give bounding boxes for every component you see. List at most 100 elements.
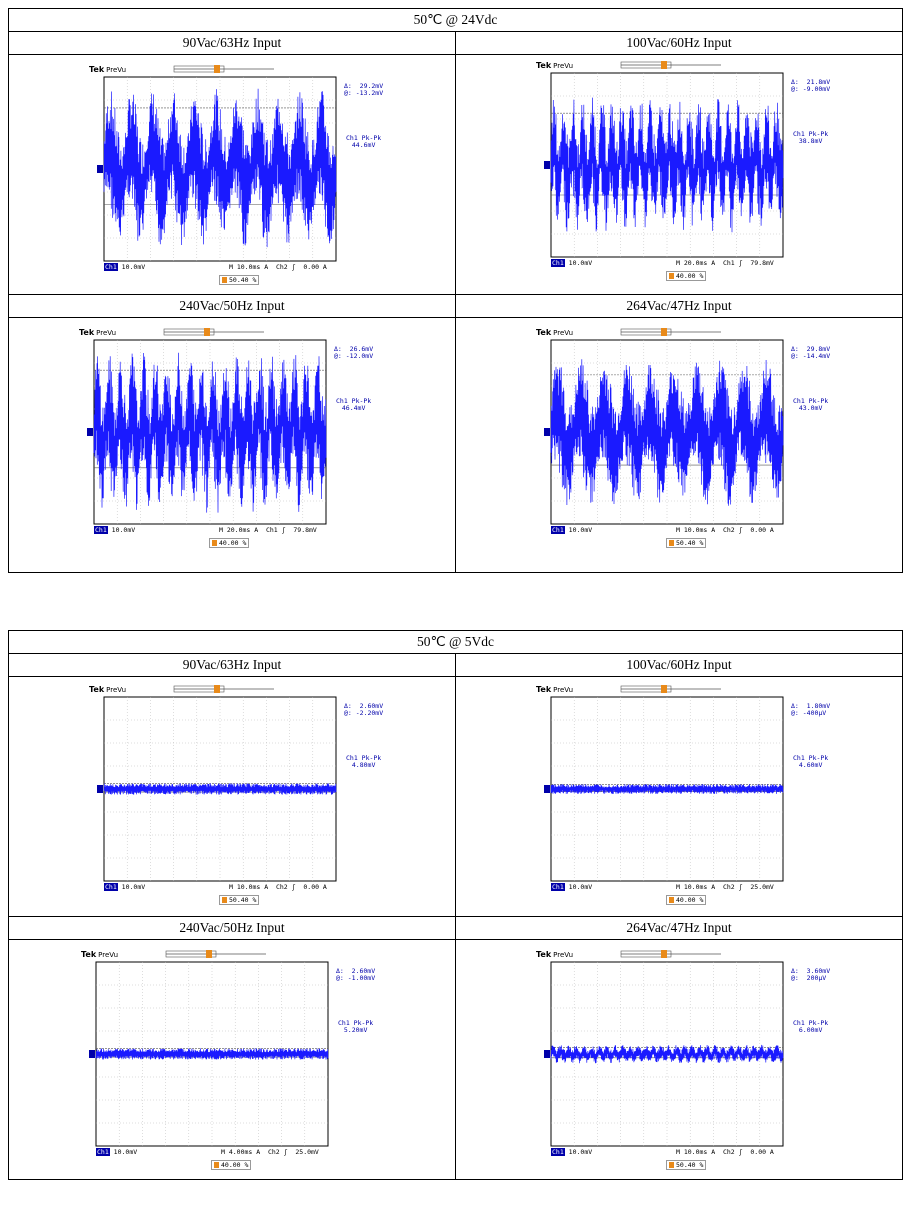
scope-status-bar: Ch1 10.0mV M 20.0ms A Ch1 ʃ 79.8mV: [551, 259, 783, 267]
timebase-trigger: M 4.00ms A Ch2 ʃ 25.0mV: [221, 1148, 319, 1156]
oscilloscope-capture: Tek PreVu Δ: 29.2mV @: -13.2mV Ch1 Pk-Pk 44.6…: [89, 63, 419, 303]
at-readout: @: -14.4mV: [791, 352, 831, 360]
oscilloscope-capture: Tek PreVu Δ: 3.60mV @: 200μV Ch1 Pk-Pk 6.00mV…: [536, 948, 866, 1188]
pk-pk-value: 4.80mV: [351, 761, 376, 769]
pk-pk-value: 6.00mV: [798, 1026, 823, 1034]
trigger-percent-value: 40.00 %: [221, 1161, 249, 1169]
record-window: [620, 950, 672, 958]
scope-brand: Tek PreVu: [89, 685, 126, 694]
scope-display: [550, 950, 784, 1147]
scope-cell: Tek PreVu Δ: 29.8mV @: -14.4mV Ch1 Pk-Pk 43.0…: [455, 317, 903, 573]
timebase-trigger: M 10.0ms A Ch2 ʃ 0.00 A: [676, 1148, 774, 1156]
ch1-scale: 10.0mV: [564, 1148, 593, 1156]
cell-label: 264Vac/47Hz Input: [455, 916, 903, 940]
scope-status-bar: Ch1 10.0mV M 10.0ms A Ch2 ʃ 0.00 A: [104, 883, 336, 891]
ch1-badge: Ch1: [551, 526, 565, 534]
timebase-trigger: M 10.0ms A Ch2 ʃ 0.00 A: [676, 526, 774, 534]
scope-brand: Tek PreVu: [536, 950, 573, 959]
timebase-value: M 4.00ms: [221, 1148, 257, 1156]
scope-display: [550, 685, 784, 882]
delta-readout: Δ: 29.8mV: [791, 345, 831, 353]
scope-display: [103, 685, 337, 882]
ch1-badge: Ch1: [551, 259, 565, 267]
scope-cell: Tek PreVu Δ: 21.8mV @: -9.00mV Ch1 Pk-Pk 38.8…: [455, 54, 903, 295]
cell-label: 240Vac/50Hz Input: [8, 916, 456, 940]
ch1-scale: 10.0mV: [109, 1148, 138, 1156]
brand-text: Tek: [536, 61, 552, 70]
trigger-percent-value: 40.00 %: [219, 539, 247, 547]
ch1-badge: Ch1: [96, 1148, 110, 1156]
oscilloscope-capture: Tek PreVu Δ: 2.60mV @: -1.00mV Ch1 Pk-Pk 5.20…: [81, 948, 411, 1188]
ch1-waveform: [550, 1044, 784, 1064]
trigger-icon: [214, 1162, 219, 1168]
trigger-icon: [669, 273, 674, 279]
ch1-badge: Ch1: [551, 883, 565, 891]
trigger-percent-value: 40.00 %: [676, 896, 704, 904]
delta-readout: Δ: 2.60mV: [336, 967, 376, 975]
pk-pk-value: 4.60mV: [798, 761, 823, 769]
trigger-percent: 40.00 %: [209, 538, 250, 548]
ch1-scale: 10.0mV: [564, 526, 593, 534]
timebase-value: M 20.0ms: [676, 259, 712, 267]
cell-label: 100Vac/60Hz Input: [455, 653, 903, 677]
timebase-trigger: M 10.0ms A Ch2 ʃ 0.00 A: [229, 883, 327, 891]
ch1-badge: Ch1: [104, 263, 118, 271]
timebase-value: M 10.0ms: [676, 526, 712, 534]
trigger-percent: 40.00 %: [666, 271, 707, 281]
ch1-badge: Ch1: [94, 526, 108, 534]
timebase-trigger: M 20.0ms A Ch1 ʃ 79.8mV: [676, 259, 774, 267]
cursor-readout: Δ: 2.60mV @: -1.00mV: [336, 968, 375, 982]
pk-pk-label: Ch1 Pk-Pk: [336, 397, 372, 405]
trigger-percent: 40.00 %: [211, 1160, 252, 1170]
oscilloscope-capture: Tek PreVu Δ: 26.6mV @: -12.0mV Ch1 Pk-Pk 46.4…: [79, 326, 409, 566]
timebase-value: M 10.0ms: [229, 263, 265, 271]
oscilloscope-capture: Tek PreVu Δ: 21.8mV @: -9.00mV Ch1 Pk-Pk 38.8…: [536, 59, 866, 299]
pk-pk-label: Ch1 Pk-Pk: [346, 134, 382, 142]
ch1-waveform: [103, 783, 337, 795]
trigger-percent-value: 50.40 %: [229, 896, 257, 904]
timebase-value: M 10.0ms: [676, 1148, 712, 1156]
trigger-setting: A Ch2 ʃ 0.00 A: [711, 526, 774, 534]
cursor-readout: Δ: 2.60mV @: -2.20mV: [344, 703, 383, 717]
trigger-setting: A Ch1 ʃ 79.8mV: [711, 259, 774, 267]
mode-text: PreVu: [98, 951, 119, 959]
record-window: [620, 61, 672, 69]
cursor-readout: Δ: 29.8mV @: -14.4mV: [791, 346, 830, 360]
trigger-setting: A Ch2 ʃ 25.0mV: [256, 1148, 319, 1156]
scope-status-bar: Ch1 10.0mV M 10.0ms A Ch2 ʃ 0.00 A: [104, 263, 336, 271]
ch1-ground-marker: [97, 785, 103, 793]
trigger-position-marker: [661, 950, 667, 958]
trigger-percent: 50.40 %: [666, 538, 707, 548]
mode-text: PreVu: [106, 66, 127, 74]
brand-text: Tek: [79, 328, 95, 337]
cell-label: 240Vac/50Hz Input: [8, 294, 456, 318]
ch1-waveform: [550, 784, 784, 794]
measurement-readout: Ch1 Pk-Pk 44.6mV: [346, 135, 381, 149]
ch1-ground-marker: [89, 1050, 95, 1058]
delta-readout: Δ: 29.2mV: [344, 82, 384, 90]
mode-text: PreVu: [553, 686, 574, 694]
ch1-ground-marker: [544, 428, 550, 436]
trigger-icon: [222, 277, 227, 283]
at-readout: @: -13.2mV: [344, 89, 384, 97]
scope-display: [103, 65, 337, 262]
record-window: [163, 328, 215, 336]
ch1-waveform: [95, 1048, 329, 1060]
trigger-percent-value: 50.40 %: [676, 539, 704, 547]
scope-display: [93, 328, 327, 525]
trigger-setting: A Ch2 ʃ 0.00 A: [711, 1148, 774, 1156]
scope-brand: Tek PreVu: [81, 950, 118, 959]
scope-cell: Tek PreVu Δ: 3.60mV @: 200μV Ch1 Pk-Pk 6.00mV…: [455, 939, 903, 1180]
trigger-setting: A Ch1 ʃ 79.8mV: [254, 526, 317, 534]
ch1-waveform: [550, 359, 784, 506]
trigger-percent: 50.40 %: [219, 895, 260, 905]
cell-label: 100Vac/60Hz Input: [455, 31, 903, 55]
ch1-scale: 10.0mV: [107, 526, 136, 534]
pk-pk-value: 38.8mV: [798, 137, 823, 145]
trigger-position-marker: [214, 65, 220, 73]
cursor-readout: Δ: 26.6mV @: -12.0mV: [334, 346, 373, 360]
scope-display: [550, 61, 784, 258]
trigger-icon: [222, 897, 227, 903]
delta-readout: Δ: 3.60mV: [791, 967, 831, 975]
ch1-scale: 10.0mV: [117, 263, 146, 271]
